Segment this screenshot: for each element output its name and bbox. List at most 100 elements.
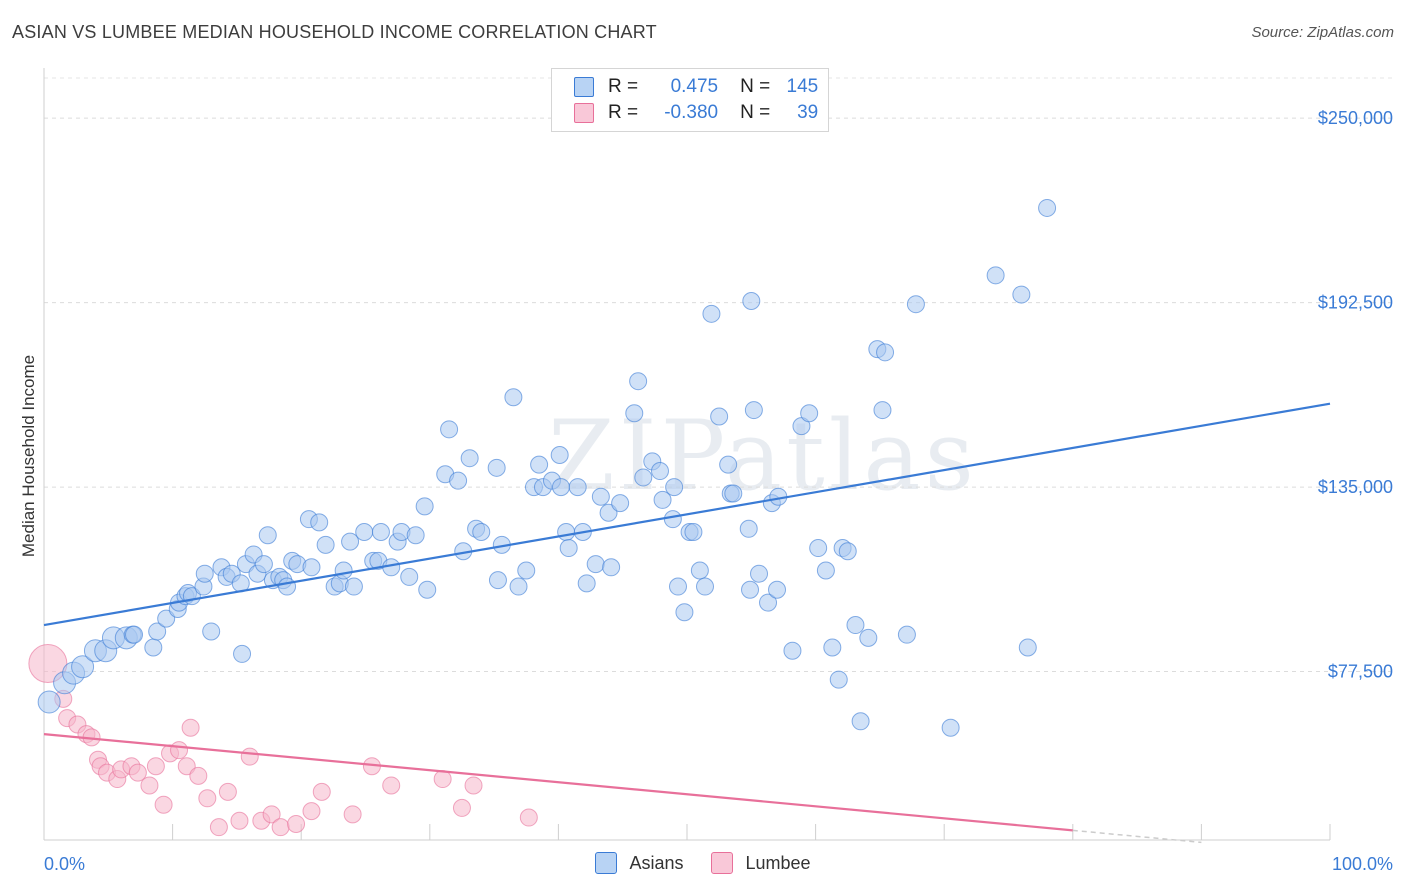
asian-point bbox=[157, 609, 176, 628]
lumbee-point bbox=[189, 766, 208, 785]
asian-point bbox=[415, 497, 434, 516]
axes bbox=[43, 68, 1331, 841]
asian-point bbox=[400, 567, 419, 586]
y-tick-label: $250,000 bbox=[1318, 108, 1393, 128]
asian-point bbox=[653, 490, 672, 509]
asian-point bbox=[941, 718, 960, 737]
y-tick-label: $192,500 bbox=[1318, 293, 1393, 313]
lumbee-point bbox=[177, 757, 196, 776]
lumbee-point bbox=[218, 782, 237, 801]
asian-point bbox=[125, 625, 144, 644]
x-tick-label: 0.0% bbox=[44, 854, 85, 874]
asian-point bbox=[750, 564, 769, 583]
asian-point bbox=[418, 580, 437, 599]
lumbee-point bbox=[452, 798, 471, 817]
lumbee-legend-swatch bbox=[711, 852, 734, 874]
asian-point bbox=[859, 628, 878, 647]
lumbee-point bbox=[464, 776, 483, 795]
asian-point bbox=[846, 616, 865, 635]
asian-point bbox=[254, 555, 273, 574]
asian-point bbox=[449, 471, 468, 490]
asian-point bbox=[488, 571, 507, 590]
lumbee-series bbox=[28, 644, 538, 837]
lumbee-r-value: -0.380 bbox=[664, 102, 719, 123]
lumbee-point bbox=[128, 763, 147, 782]
lumbee-point bbox=[154, 795, 173, 814]
lumbee-point bbox=[198, 789, 217, 808]
y-tick-labels: $77,500 $135,000 $192,500 $250,000 bbox=[1318, 108, 1393, 681]
asian-point bbox=[195, 564, 214, 583]
asian-point bbox=[668, 577, 687, 596]
lumbee-point bbox=[262, 805, 281, 824]
asian-point bbox=[258, 526, 277, 545]
legend-item-lumbee[interactable]: Lumbee bbox=[711, 852, 811, 874]
asians-legend-swatch bbox=[595, 852, 618, 874]
legend-row-asians: R = 0.475 N = 145 bbox=[574, 74, 818, 100]
legend-item-asians[interactable]: Asians bbox=[595, 852, 683, 874]
asian-point bbox=[71, 655, 95, 679]
asian-point bbox=[37, 690, 61, 714]
asian-point bbox=[557, 522, 576, 541]
asian-point bbox=[739, 519, 758, 538]
asian-point bbox=[783, 641, 802, 660]
lumbee-n-label: N = bbox=[740, 102, 771, 123]
asian-point bbox=[629, 372, 648, 391]
asian-point bbox=[816, 561, 835, 580]
asian-point bbox=[577, 574, 596, 593]
lumbee-point bbox=[271, 818, 290, 837]
lumbee-point bbox=[287, 814, 306, 833]
asian-point bbox=[517, 561, 536, 580]
asian-point bbox=[809, 539, 828, 558]
lumbee-legend-label: Lumbee bbox=[745, 852, 811, 873]
asian-point bbox=[710, 407, 729, 426]
asian-point bbox=[665, 478, 684, 497]
asians-n-value: 145 bbox=[786, 76, 819, 97]
asian-point bbox=[759, 593, 778, 612]
asian-point bbox=[986, 266, 1005, 285]
asian-point bbox=[823, 638, 842, 657]
asians-r-label: R = bbox=[608, 76, 639, 97]
asian-point bbox=[744, 401, 763, 420]
asian-point bbox=[696, 577, 715, 596]
asian-point bbox=[663, 510, 682, 529]
asian-point bbox=[602, 558, 621, 577]
watermark: ZIPatlas bbox=[548, 400, 978, 512]
asian-point bbox=[599, 503, 618, 522]
lumbee-point bbox=[312, 782, 331, 801]
lumbee-point bbox=[181, 718, 200, 737]
asian-point bbox=[897, 625, 916, 644]
asian-point bbox=[1018, 638, 1037, 657]
lumbee-point bbox=[240, 747, 259, 766]
asian-point bbox=[800, 404, 819, 423]
asian-point bbox=[278, 577, 297, 596]
asian-point bbox=[1012, 285, 1031, 304]
lumbee-point bbox=[140, 776, 159, 795]
asian-point bbox=[568, 478, 587, 497]
asian-point bbox=[509, 577, 528, 596]
lumbee-point bbox=[302, 802, 321, 821]
lumbee-n-value: 39 bbox=[797, 102, 819, 123]
lumbee-point bbox=[146, 757, 165, 776]
asian-point bbox=[702, 304, 721, 323]
asian-point bbox=[344, 577, 363, 596]
asian-point bbox=[504, 388, 523, 407]
y-tick-label: $77,500 bbox=[1328, 662, 1393, 682]
lumbee-point bbox=[28, 644, 68, 684]
asian-point bbox=[906, 295, 925, 314]
asian-point bbox=[611, 494, 630, 513]
asian-point bbox=[233, 644, 252, 663]
lumbee-trend-extension bbox=[1072, 829, 1202, 844]
asian-point bbox=[551, 478, 570, 497]
y-tick-label: $135,000 bbox=[1318, 477, 1393, 497]
asian-point bbox=[829, 670, 848, 689]
asian-point bbox=[742, 291, 761, 310]
asian-point bbox=[440, 420, 459, 439]
asian-point bbox=[371, 522, 390, 541]
asian-point bbox=[460, 449, 479, 468]
asian-point bbox=[625, 404, 644, 423]
asian-point bbox=[684, 522, 703, 541]
asian-point bbox=[310, 513, 329, 532]
asian-point bbox=[675, 603, 694, 622]
asian-point bbox=[355, 522, 374, 541]
